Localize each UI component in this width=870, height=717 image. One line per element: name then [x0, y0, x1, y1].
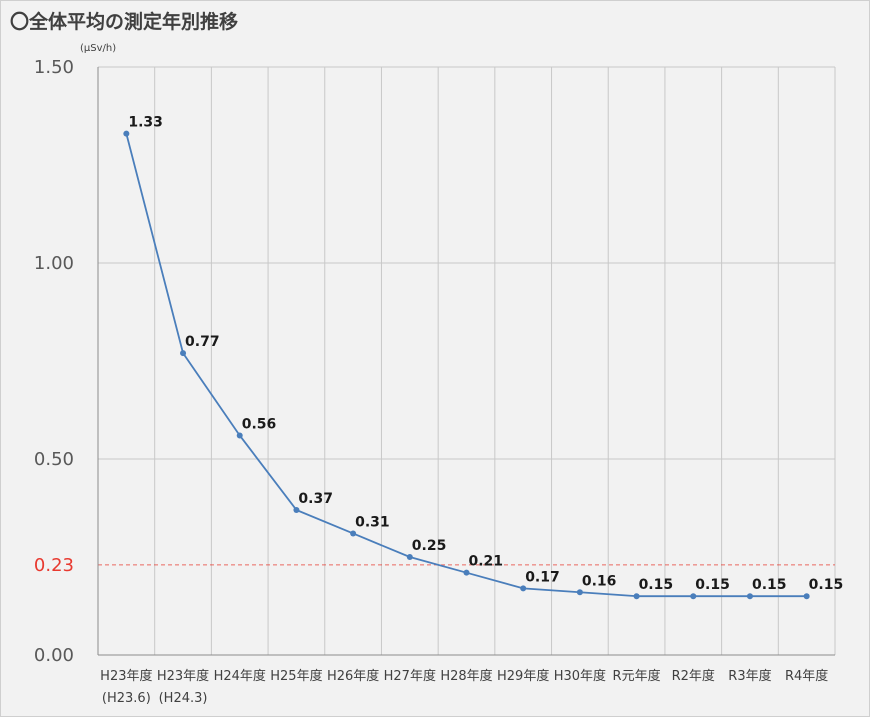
data-label: 0.17	[525, 569, 560, 585]
x-tick-label: H24年度	[214, 668, 266, 684]
data-point	[180, 350, 187, 357]
data-label: 0.21	[469, 554, 504, 570]
x-tick-label: R4年度	[785, 668, 828, 684]
x-tick-label: (H23.6)	[102, 691, 151, 706]
y-tick-label: 1.00	[34, 253, 74, 274]
reference-line-label: 0.23	[34, 555, 74, 576]
data-point	[293, 506, 300, 513]
data-label: 0.37	[298, 491, 333, 507]
x-tick-label: R元年度	[613, 668, 661, 684]
x-tick-label: H23年度	[100, 668, 152, 684]
data-point	[690, 593, 697, 600]
plot-area	[98, 67, 835, 655]
x-tick-label: H25年度	[270, 668, 322, 684]
data-point	[633, 593, 640, 600]
x-tick-label: R2年度	[672, 668, 715, 684]
x-tick-label: (H24.3)	[159, 691, 208, 706]
data-label: 0.31	[355, 514, 390, 530]
x-tick-label: H30年度	[554, 668, 606, 684]
data-point	[236, 432, 243, 439]
data-point	[520, 585, 527, 592]
data-label: 0.15	[809, 577, 844, 593]
data-label: 0.15	[695, 577, 730, 593]
data-label: 0.56	[242, 416, 277, 432]
x-tick-label: R3年度	[728, 668, 771, 684]
x-tick-label: H27年度	[384, 668, 436, 684]
data-point	[576, 589, 583, 596]
y-tick-label: 0.50	[34, 449, 74, 470]
data-point	[746, 593, 753, 600]
x-tick-label: H23年度	[157, 668, 209, 684]
data-point	[123, 130, 130, 137]
x-tick-label: H28年度	[440, 668, 492, 684]
data-label: 0.77	[185, 334, 220, 350]
data-label: 0.15	[639, 577, 674, 593]
x-tick-label: H26年度	[327, 668, 379, 684]
y-tick-label: 0.00	[34, 645, 74, 666]
data-point	[350, 530, 357, 537]
data-point	[803, 593, 810, 600]
data-point	[463, 569, 470, 576]
data-point	[406, 554, 413, 560]
x-tick-label: H29年度	[497, 668, 549, 684]
data-label: 1.33	[128, 115, 163, 131]
data-label: 0.15	[752, 577, 787, 593]
y-tick-label: 1.50	[34, 57, 74, 78]
chart-title: 〇全体平均の測定年別推移	[10, 11, 239, 33]
data-label: 0.16	[582, 573, 617, 589]
data-label: 0.25	[412, 538, 447, 554]
y-axis-unit: (μSv/h)	[80, 43, 116, 54]
